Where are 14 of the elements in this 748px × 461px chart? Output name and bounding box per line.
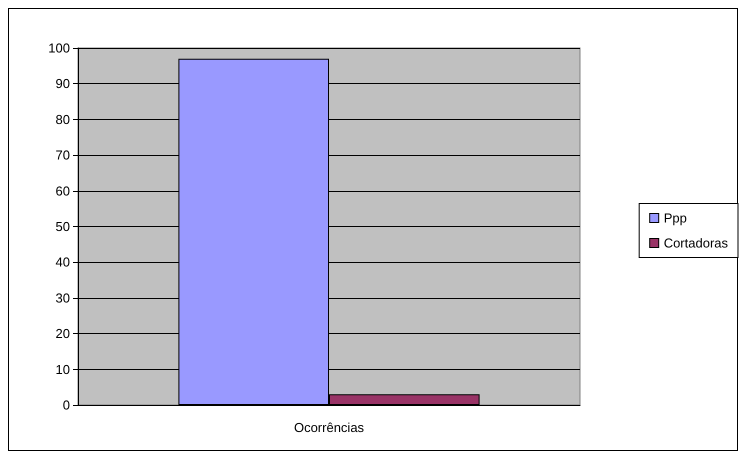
y-tick-label: 50 xyxy=(56,219,70,234)
legend-label: Cortadoras xyxy=(664,236,728,250)
y-tick-label: 0 xyxy=(62,398,70,412)
y-tick-label: 100 xyxy=(48,40,70,56)
y-tick-label: 60 xyxy=(56,183,70,198)
x-tick-label: Ocorrências xyxy=(294,420,365,435)
y-tick-label: 40 xyxy=(56,254,70,270)
y-tick-label: 20 xyxy=(56,326,70,342)
legend-label: Ppp xyxy=(664,210,687,226)
y-tick-label: 90 xyxy=(56,76,70,92)
y-tick-label: 70 xyxy=(56,148,70,163)
y-tick-label: 30 xyxy=(56,290,70,306)
y-tick-label: 80 xyxy=(56,112,70,127)
y-tick-label: 10 xyxy=(56,362,70,377)
